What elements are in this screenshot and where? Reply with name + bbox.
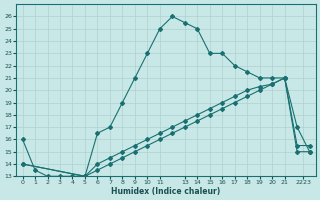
X-axis label: Humidex (Indice chaleur): Humidex (Indice chaleur) [111,187,221,196]
